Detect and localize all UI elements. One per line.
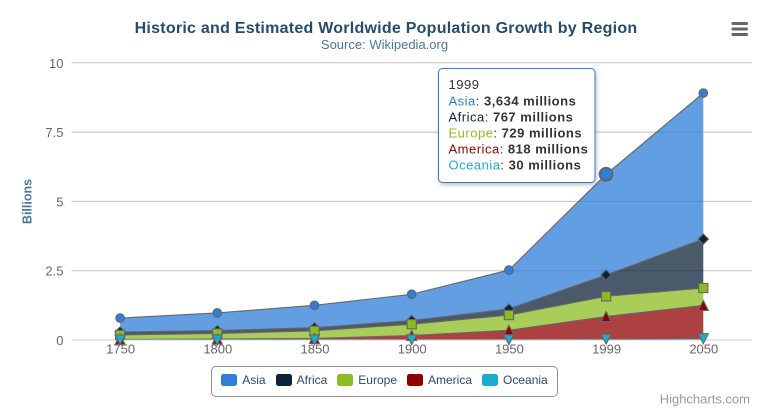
svg-text:Source: Wikipedia.org: Source: Wikipedia.org	[321, 37, 448, 52]
svg-text:Oceania: 30 millions: Oceania: 30 millions	[449, 158, 582, 173]
svg-text:1850: 1850	[301, 342, 330, 357]
svg-text:7.5: 7.5	[45, 125, 63, 140]
svg-text:2050: 2050	[689, 342, 718, 357]
svg-text:Asia: 3,634 millions: Asia: 3,634 millions	[449, 94, 577, 109]
svg-text:Billions: Billions	[21, 179, 35, 224]
svg-text:Europe: 729 millions: Europe: 729 millions	[449, 126, 583, 141]
svg-text:10: 10	[49, 56, 63, 71]
svg-text:Africa: 767 millions: Africa: 767 millions	[449, 110, 574, 125]
svg-text:1950: 1950	[495, 342, 524, 357]
svg-text:1900: 1900	[398, 342, 427, 357]
svg-text:1999: 1999	[592, 342, 621, 357]
svg-text:5: 5	[56, 194, 63, 209]
svg-text:Highcharts.com: Highcharts.com	[660, 392, 750, 407]
svg-text:1750: 1750	[106, 342, 135, 357]
svg-text:1800: 1800	[203, 342, 232, 357]
svg-text:2.5: 2.5	[45, 264, 63, 279]
svg-text:0: 0	[56, 333, 63, 348]
svg-text:Historic and Estimated Worldwi: Historic and Estimated Worldwide Populat…	[135, 20, 638, 37]
svg-text:America: 818 millions: America: 818 millions	[449, 142, 589, 157]
svg-text:1999: 1999	[449, 77, 480, 92]
